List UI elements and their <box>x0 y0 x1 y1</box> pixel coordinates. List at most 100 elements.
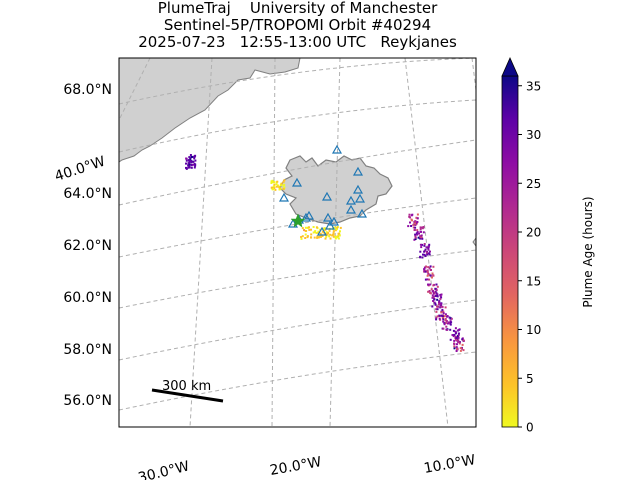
plume-pixel <box>323 227 326 230</box>
plume-pixel <box>192 160 195 163</box>
plume-pixel <box>273 181 276 184</box>
plume-pixel <box>272 188 275 191</box>
plume-pixel <box>414 226 417 229</box>
plume-pixel <box>413 222 416 225</box>
plume-pixel <box>414 233 417 236</box>
source-star-marker <box>290 213 306 228</box>
plume-pixel <box>301 227 304 230</box>
plume-pixel <box>185 159 188 162</box>
plume-pixel <box>442 312 445 315</box>
volcano-triangle-marker <box>278 192 290 202</box>
plume-pixel <box>444 319 447 322</box>
plume-pixel <box>423 253 426 256</box>
plume-pixel <box>436 308 439 311</box>
plume-pixel <box>307 226 310 229</box>
plume-pixel <box>451 334 454 336</box>
plume-pixel <box>315 232 318 234</box>
plume-pixel <box>428 290 431 292</box>
plume-pixel <box>452 329 455 332</box>
plume-pixel <box>301 235 304 238</box>
plume-pixel <box>453 347 456 350</box>
plume-pixel <box>433 283 436 286</box>
plume-pixel <box>421 243 424 246</box>
volcano-triangle-marker <box>328 216 340 226</box>
plume-pixel <box>458 341 461 344</box>
plume-pixel <box>188 159 191 162</box>
plume-pixel <box>436 315 439 318</box>
scale-bar-label: 300 km <box>162 379 211 394</box>
plume-pixel <box>310 228 312 231</box>
plume-pixel <box>328 235 331 238</box>
plume-pixel <box>411 213 414 216</box>
plume-pixel <box>275 183 278 186</box>
colorbar-tick-label: 0 <box>526 421 534 435</box>
volcano-triangle-marker <box>322 212 334 222</box>
title-line-2: Sentinel-5P/TROPOMI Orbit #40294 <box>163 16 432 34</box>
colorbar-gradient <box>501 75 519 428</box>
plume-pixel <box>416 229 419 232</box>
plume-pixel <box>425 246 428 249</box>
colorbar-ticks: 0 5 10 15 20 25 30 35 <box>518 79 541 435</box>
plume-pixel <box>277 184 280 187</box>
plume-pixel <box>336 236 339 239</box>
plume-pixel <box>459 349 462 352</box>
plume-pixel <box>332 235 335 238</box>
plume-pixel <box>433 298 436 301</box>
plume-pixel <box>432 296 435 299</box>
plume-pixel <box>429 274 432 277</box>
plume-pixel <box>445 328 448 331</box>
plume-pixel <box>445 325 448 328</box>
volcano-triangle-marker <box>300 212 312 222</box>
plume-pixel <box>454 330 457 333</box>
plume-pixel <box>188 166 191 169</box>
plume-pixel <box>449 338 452 341</box>
plume-pixel <box>193 166 196 169</box>
plume-pixel <box>187 166 190 169</box>
plume-pixel <box>441 305 444 308</box>
volcano-triangle-marker <box>316 226 328 236</box>
plume-pixel <box>423 244 426 247</box>
plume-pixel <box>300 237 303 240</box>
plume-pixel <box>422 231 425 234</box>
plume-pixel <box>428 253 431 256</box>
plume-pixel <box>326 233 329 236</box>
title-line-1: PlumeTraj University of Manchester <box>157 0 438 17</box>
plume-pixel <box>334 229 337 232</box>
plume-pixel <box>450 321 453 324</box>
plume-pixel <box>426 269 429 272</box>
plume-pixel <box>439 294 442 297</box>
plume-pixel <box>455 338 458 341</box>
volcano-triangle-marker <box>345 204 357 214</box>
plume-pixel <box>283 183 286 186</box>
plume-pixel <box>316 236 319 239</box>
plume-pixel <box>442 315 445 318</box>
plume-pixel <box>421 227 424 230</box>
colorbar-label: Plume Age (hours) <box>581 196 595 307</box>
volcano-triangle-marker <box>356 208 368 218</box>
plume-pixel <box>411 219 413 222</box>
plume-pixel <box>332 231 335 234</box>
plume-pixels <box>185 154 465 352</box>
plume-pixel <box>428 267 431 270</box>
plume-pixel <box>312 226 315 228</box>
plume-pixel <box>440 305 443 308</box>
plume-pixel <box>444 318 447 320</box>
plume-pixel <box>324 237 327 240</box>
plume-pixel <box>438 317 441 320</box>
plume-pixel <box>432 274 435 277</box>
plume-pixel <box>431 294 434 297</box>
colorbar: 0 5 10 15 20 25 30 35 Plume Age (hours) <box>501 57 595 435</box>
plume-pixel <box>337 237 340 240</box>
plume-pixel <box>332 233 335 236</box>
plume-pixel <box>461 338 464 341</box>
plume-pixel <box>325 235 328 238</box>
plume-pixel <box>427 290 430 293</box>
plume-pixel <box>188 164 191 167</box>
plume-pixel <box>457 341 460 344</box>
plume-pixel <box>329 237 332 240</box>
plume-pixel <box>438 314 441 317</box>
plume-pixel <box>458 342 461 345</box>
plume-pixel <box>304 237 307 239</box>
volcano-triangle-marker <box>291 177 303 187</box>
plume-pixel <box>274 188 277 191</box>
